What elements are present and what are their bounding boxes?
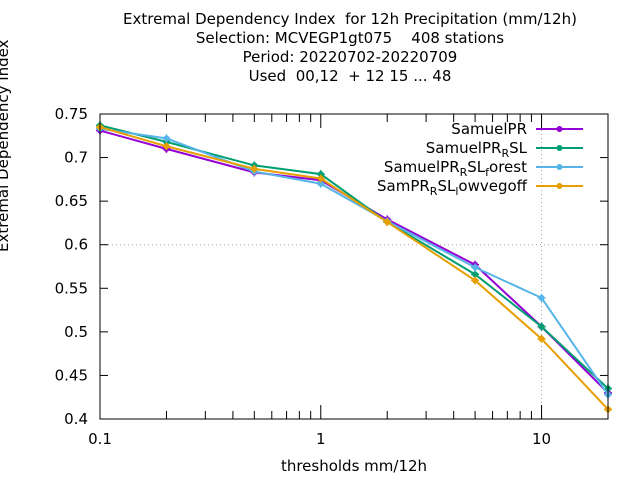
y-tick-label: 0.45 xyxy=(55,366,88,384)
y-tick-label: 0.6 xyxy=(64,236,88,254)
series-line-3 xyxy=(99,126,609,411)
chart-title: Extremal Dependency Index for 12h Precip… xyxy=(0,10,640,86)
x-tick-label: 10 xyxy=(532,430,551,448)
plot-frame xyxy=(99,113,609,420)
y-tick-label: 0.5 xyxy=(64,323,88,341)
y-axis-label: Extremal Dependency Index xyxy=(0,39,12,252)
title-line-3: Period: 20220702-20220709 xyxy=(242,48,458,66)
series-line-2 xyxy=(99,127,609,396)
x-tick-label: 1 xyxy=(316,430,326,448)
title-line-4: Used 00,12 + 12 15 ... 48 xyxy=(248,67,452,85)
series-line-0 xyxy=(99,129,609,394)
legend-marker-3 xyxy=(556,183,563,189)
y-tick-label: 0.65 xyxy=(55,192,88,210)
title-line-2: Selection: MCVEGP1gt075 408 stations xyxy=(195,29,505,47)
legend-label-2: SamuelPRRSLforest xyxy=(384,158,527,179)
y-tick-label: 0.75 xyxy=(55,105,88,123)
x-axis-label: thresholds mm/12h xyxy=(280,457,428,475)
title-line-1: Extremal Dependency Index for 12h Precip… xyxy=(123,10,577,28)
legend-label-3: SamPRRSLlowvegoff xyxy=(377,177,528,198)
legend-label-1: SamuelPRRSL xyxy=(426,139,528,160)
legend-label-0: SamuelPR xyxy=(451,120,527,138)
x-tick-label: 0.1 xyxy=(88,430,112,448)
legend-marker-0 xyxy=(556,126,563,132)
y-tick-label: 0.7 xyxy=(64,149,88,167)
y-tick-label: 0.4 xyxy=(64,410,88,428)
legend-marker-1 xyxy=(556,145,563,151)
y-tick-label: 0.55 xyxy=(55,279,88,297)
series-line-1 xyxy=(99,124,609,390)
legend-marker-2 xyxy=(556,164,563,170)
